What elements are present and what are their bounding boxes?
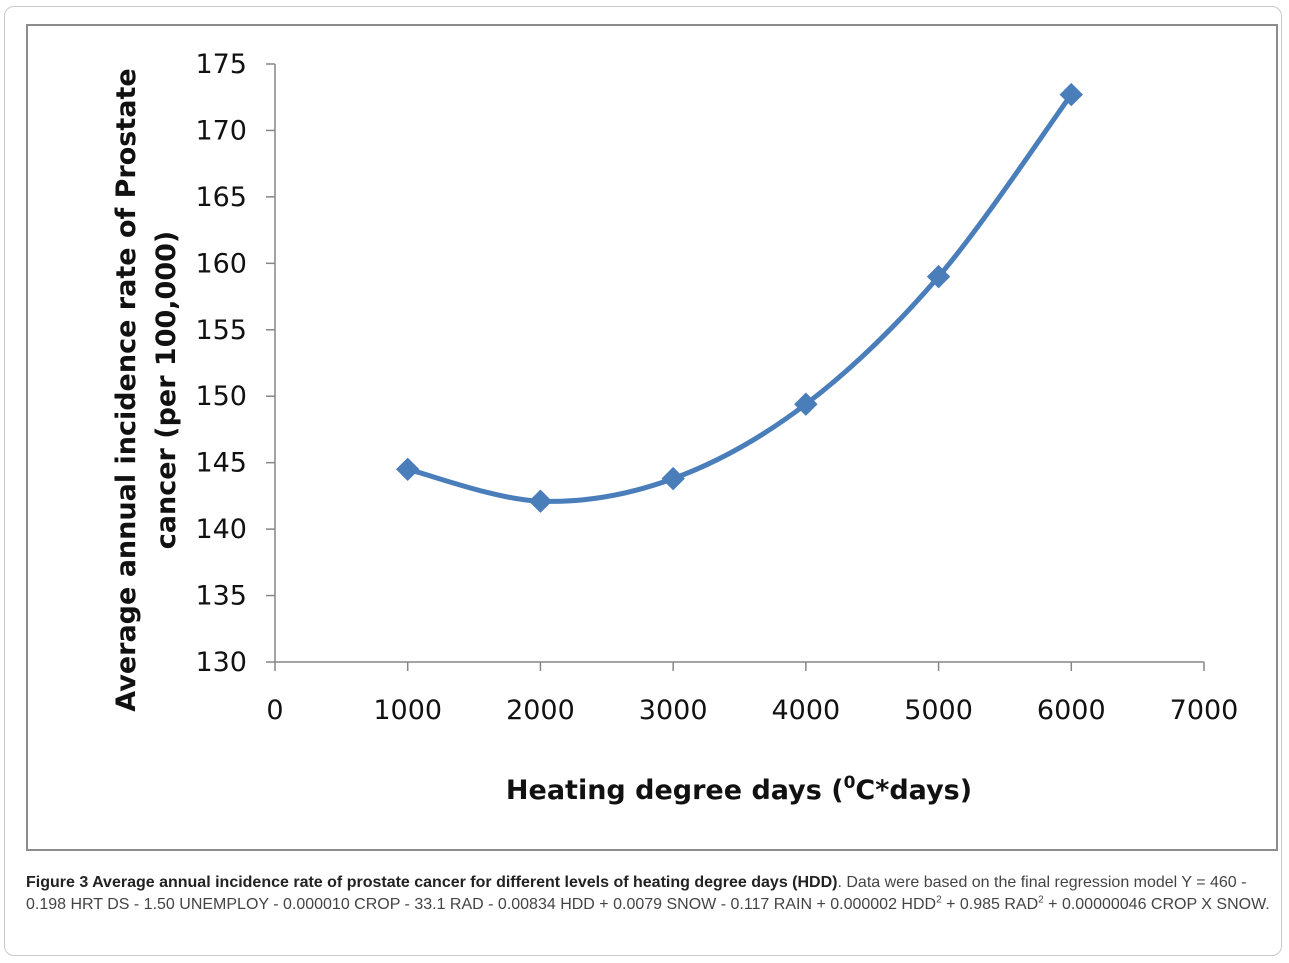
y-tick-label: 140: [195, 514, 247, 545]
data-point-marker: [661, 466, 685, 491]
x-tick-label: 6000: [1037, 695, 1106, 726]
y-axis: 130 135 140 145 150 155 160 165 170 175: [195, 49, 276, 678]
caption-text-3: + 0.00000046 CROP X SNOW.: [1043, 896, 1270, 913]
y-tick-label: 145: [195, 448, 247, 479]
y-tick-label: 155: [195, 315, 247, 346]
y-tick-label: 135: [195, 581, 247, 612]
caption-superscript-2: 2: [1038, 894, 1044, 906]
data-point-marker: [528, 489, 553, 513]
series-curve: [405, 92, 1074, 504]
y-tick-label: 160: [195, 248, 247, 279]
y-tick-label: 175: [195, 49, 247, 80]
caption-text: . Data were based on the final regressio…: [26, 874, 1247, 913]
data-point-marker: [926, 264, 951, 289]
figure-caption: Figure 3 Average annual incidence rate o…: [26, 872, 1276, 916]
x-axis-title-prefix: Heating degree days (: [506, 775, 844, 806]
x-axis-title: Heating degree days (0C*days): [506, 773, 972, 806]
y-tick-label: 165: [195, 182, 247, 213]
x-tick-label: 7000: [1170, 695, 1239, 726]
x-axis-title-superscript: 0: [844, 773, 856, 793]
y-tick-label: 150: [195, 381, 247, 412]
data-point-marker: [396, 457, 420, 482]
caption-text-2: + 0.985 RAD: [941, 896, 1039, 913]
y-tick-label: 130: [195, 647, 247, 678]
x-tick-label: 0: [266, 695, 283, 726]
figure-frame: [4, 6, 1282, 956]
chart-area: 130 135 140 145 150 155 160 165 170 175 0 1000 2000…: [26, 24, 1278, 851]
caption-superscript-1: 2: [936, 894, 942, 906]
x-tick-label: 1000: [373, 695, 442, 726]
x-axis-title-suffix: C*days): [855, 775, 972, 806]
data-point-marker: [794, 392, 818, 416]
x-tick-label: 2000: [506, 695, 575, 726]
caption-title: Figure 3 Average annual incidence rate o…: [26, 874, 838, 891]
x-tick-label: 5000: [904, 695, 973, 726]
line-chart: 130 135 140 145 150 155 160 165 170 175 0 1000 2000…: [111, 49, 1239, 806]
data-point-marker: [1059, 82, 1083, 107]
x-axis: 0 1000 2000 3000 4000 5000 6000 7000: [266, 661, 1239, 726]
y-axis-title-line1: Average annual incidence rate of Prostat…: [111, 68, 142, 711]
y-tick-label: 170: [195, 115, 247, 146]
y-axis-title-line2: cancer (per 100,000): [151, 231, 182, 550]
series-line: [396, 82, 1083, 513]
x-tick-label: 3000: [639, 695, 708, 726]
x-tick-label: 4000: [771, 695, 840, 726]
